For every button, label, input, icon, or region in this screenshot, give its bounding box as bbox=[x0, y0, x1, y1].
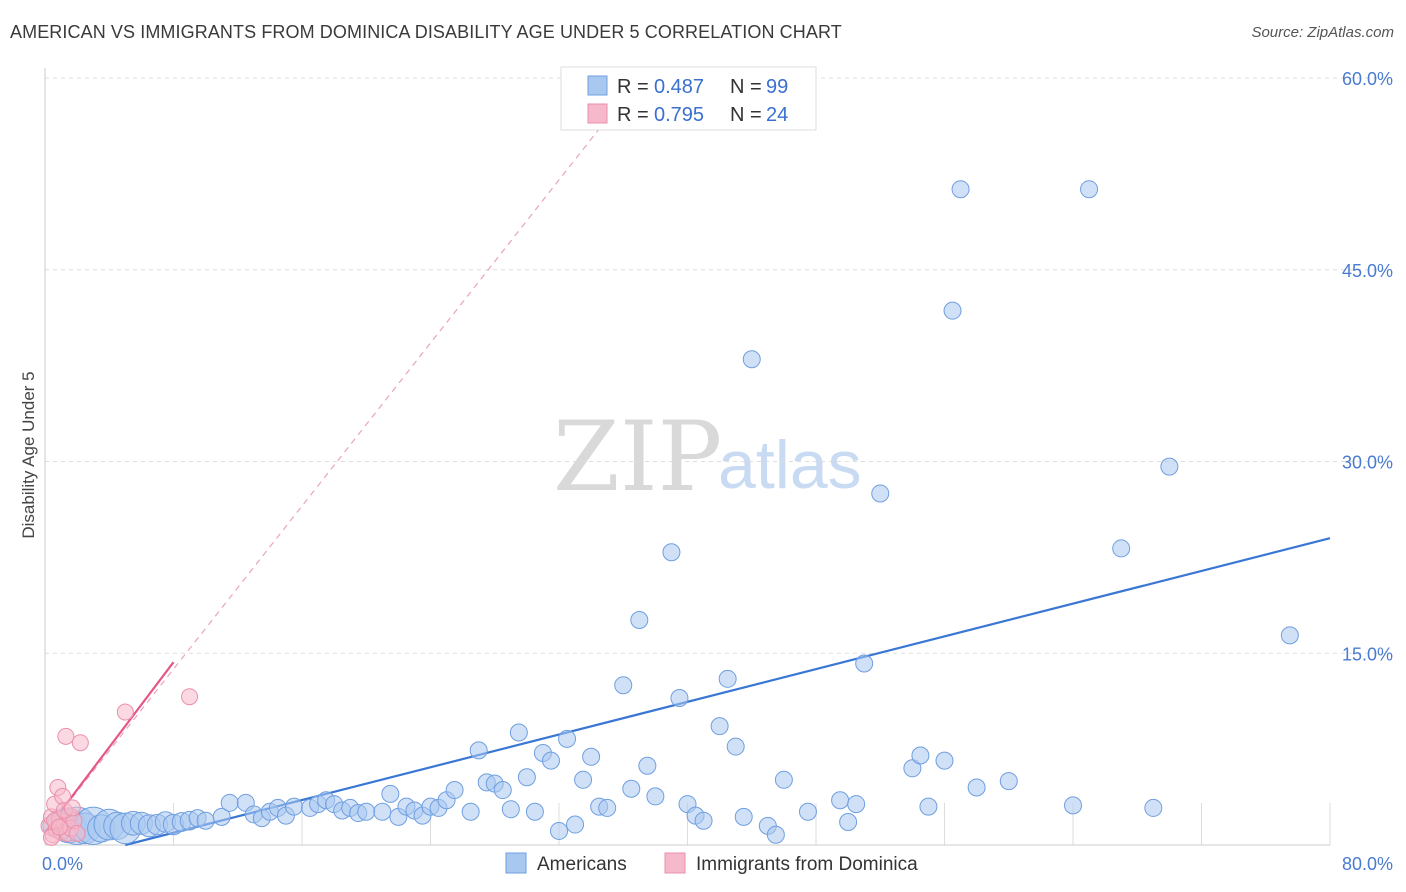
data-point-americans bbox=[766, 825, 785, 844]
grid bbox=[45, 77, 1390, 654]
data-point-americans bbox=[662, 543, 681, 562]
data-point-americans bbox=[614, 676, 633, 695]
data-point-americans bbox=[574, 770, 593, 789]
data-point-americans bbox=[919, 797, 938, 816]
data-point-americans bbox=[622, 779, 641, 798]
bottom-legend-swatch-dominica bbox=[664, 852, 686, 874]
y-tick-label: 60.0% bbox=[1342, 69, 1393, 89]
data-point-americans bbox=[798, 802, 817, 821]
data-point-americans bbox=[943, 301, 962, 320]
data-point-americans bbox=[646, 787, 665, 806]
data-point-americans bbox=[734, 807, 753, 826]
data-point-americans bbox=[1160, 457, 1179, 476]
y-tick-label: 45.0% bbox=[1342, 261, 1393, 281]
x-tick-label: 80.0% bbox=[1342, 854, 1393, 874]
data-point-americans bbox=[1112, 539, 1131, 558]
data-point-americans bbox=[493, 781, 512, 800]
data-point-americans bbox=[469, 741, 488, 760]
data-point-dominica bbox=[68, 824, 86, 842]
data-point-americans bbox=[1144, 798, 1163, 817]
data-point-dominica bbox=[116, 703, 134, 721]
data-point-americans bbox=[566, 815, 585, 834]
data-point-americans bbox=[871, 484, 890, 503]
data-point-americans bbox=[999, 772, 1018, 791]
data-point-americans bbox=[509, 723, 528, 742]
legend-n-value: 24 bbox=[766, 104, 788, 126]
legend-r-value: 0.795 bbox=[654, 104, 704, 126]
data-point-americans bbox=[710, 717, 729, 736]
data-point-americans bbox=[630, 611, 649, 630]
data-point-americans bbox=[670, 688, 689, 707]
data-point-americans bbox=[855, 654, 874, 673]
data-point-americans bbox=[726, 737, 745, 756]
data-point-americans bbox=[357, 802, 376, 821]
data-point-americans bbox=[847, 795, 866, 814]
data-point-americans bbox=[774, 770, 793, 789]
data-point-americans bbox=[638, 756, 657, 775]
data-point-dominica bbox=[57, 727, 75, 745]
data-point-americans bbox=[501, 800, 520, 819]
data-point-americans bbox=[903, 759, 922, 778]
trend-line-dominica-extended bbox=[44, 77, 640, 833]
data-point-americans bbox=[694, 811, 713, 830]
data-point-americans bbox=[742, 350, 761, 369]
data-point-americans bbox=[935, 751, 954, 770]
data-point-americans bbox=[550, 821, 568, 840]
series-dominica bbox=[40, 688, 199, 846]
data-point-americans bbox=[381, 784, 400, 803]
data-point-americans bbox=[831, 791, 850, 810]
data-point-americans bbox=[1064, 796, 1082, 815]
data-point-dominica bbox=[181, 688, 199, 706]
data-point-americans bbox=[373, 802, 392, 821]
legend-swatch-dominica bbox=[587, 103, 608, 124]
data-point-americans bbox=[461, 802, 480, 821]
data-point-americans bbox=[598, 798, 617, 817]
data-point-americans bbox=[967, 778, 986, 797]
x-tick-label: 0.0% bbox=[42, 854, 83, 874]
legend-n-label: N = bbox=[730, 104, 762, 126]
bottom-legend-swatch-americans bbox=[505, 852, 527, 874]
data-point-americans bbox=[558, 729, 577, 748]
data-point-americans bbox=[582, 747, 601, 766]
y-axis-label: Disability Age Under 5 bbox=[19, 371, 38, 538]
legend-r-label: R = bbox=[617, 104, 649, 126]
data-point-dominica bbox=[71, 734, 89, 752]
bottom-legend: Americans Immigrants from Dominica bbox=[505, 852, 918, 875]
legend-r-value: 0.487 bbox=[654, 76, 704, 98]
watermark-atlas: atlas bbox=[718, 427, 862, 503]
chart-title: AMERICAN VS IMMIGRANTS FROM DOMINICA DIS… bbox=[10, 22, 842, 42]
data-point-americans bbox=[196, 811, 215, 830]
data-point-americans bbox=[525, 802, 544, 821]
y-tick-label: 30.0% bbox=[1342, 453, 1393, 473]
legend-n-value: 99 bbox=[766, 76, 788, 98]
data-point-americans bbox=[212, 807, 231, 826]
bottom-legend-americans: Americans bbox=[537, 854, 627, 875]
data-point-americans bbox=[541, 751, 560, 770]
data-point-americans bbox=[220, 793, 239, 812]
data-point-americans bbox=[284, 797, 303, 816]
trend-line-americans bbox=[125, 537, 1331, 847]
y-tick-label: 15.0% bbox=[1342, 644, 1393, 664]
data-point-dominica bbox=[63, 799, 81, 817]
data-point-dominica bbox=[50, 818, 68, 836]
legend-swatch-americans bbox=[587, 75, 608, 96]
watermark-zip: ZIP bbox=[553, 401, 722, 513]
data-point-americans bbox=[445, 781, 464, 800]
legend: R = 0.487 N = 99 R = 0.795 N = 24 bbox=[560, 66, 817, 131]
watermark: ZIP atlas bbox=[553, 401, 862, 513]
data-point-americans bbox=[1080, 180, 1099, 199]
tick-labels: 15.0% 30.0% 45.0% 60.0% 0.0% 80.0% bbox=[42, 69, 1393, 874]
data-point-americans bbox=[718, 669, 737, 688]
data-point-americans bbox=[951, 180, 970, 199]
data-point-americans bbox=[1280, 626, 1299, 645]
data-point-americans bbox=[839, 812, 858, 831]
legend-r-label: R = bbox=[617, 76, 649, 98]
data-point-americans bbox=[911, 746, 930, 765]
legend-n-label: N = bbox=[730, 76, 762, 98]
data-point-americans bbox=[517, 768, 536, 787]
source-credit: Source: ZipAtlas.com bbox=[1251, 24, 1394, 41]
bottom-legend-dominica: Immigrants from Dominica bbox=[696, 854, 918, 875]
